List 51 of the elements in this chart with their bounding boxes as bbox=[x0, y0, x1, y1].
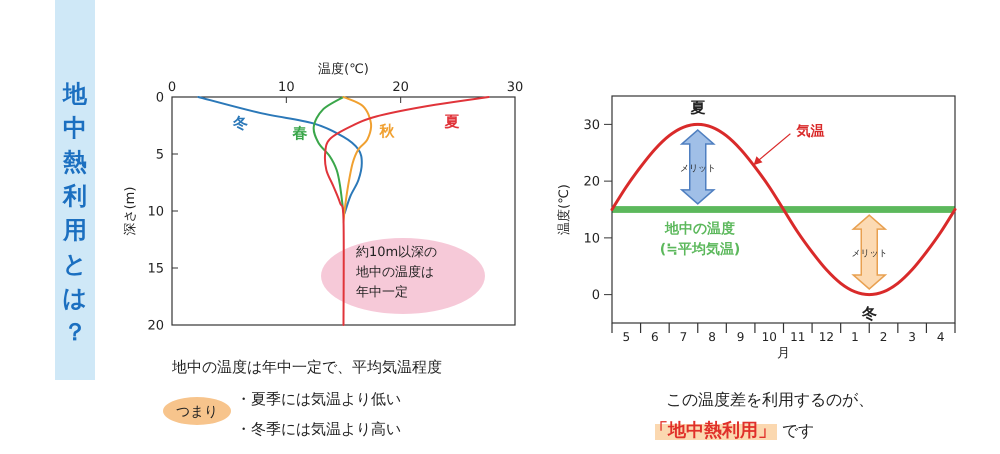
band-label: 地中の温度 bbox=[664, 220, 735, 237]
x-tick-label: 8 bbox=[708, 330, 716, 344]
x-tick-label: 2 bbox=[880, 330, 888, 344]
text: 地中熱利用とは？ bbox=[62, 80, 88, 346]
x-tick-label: 6 bbox=[651, 330, 659, 344]
y-tick-label: 10 bbox=[583, 231, 600, 246]
annotation: 冬 bbox=[860, 304, 877, 323]
y-axis-title: 温度(℃) bbox=[556, 184, 572, 235]
series-label: 冬 bbox=[232, 114, 248, 132]
x-tick-label: 1 bbox=[851, 330, 859, 344]
text: つまり bbox=[176, 404, 218, 420]
y-tick-label: 20 bbox=[583, 174, 600, 190]
annotation: メリット bbox=[851, 249, 888, 260]
y-tick-label: 5 bbox=[156, 148, 164, 162]
text: です bbox=[782, 421, 814, 440]
text: ・夏季には気温より低い bbox=[236, 390, 401, 408]
annotation: 地中の温度は bbox=[355, 264, 434, 280]
annotation: メリット bbox=[680, 164, 716, 174]
x-tick-label: 9 bbox=[736, 330, 744, 344]
y-tick-label: 30 bbox=[583, 118, 600, 133]
series-label: 夏 bbox=[444, 112, 460, 131]
x-tick-label: 30 bbox=[506, 80, 524, 95]
annotation: (≒平均気温) bbox=[660, 242, 740, 258]
text: 地中の温度は年中一定で、平均気温程度 bbox=[171, 358, 442, 376]
x-tick-label: 20 bbox=[392, 80, 409, 95]
text: この温度差を利用するのが、 bbox=[666, 390, 874, 409]
x-tick-label: 4 bbox=[936, 330, 945, 344]
x-axis-title: 温度(℃) bbox=[318, 61, 369, 77]
y-axis-title: 深さ(m) bbox=[123, 186, 138, 236]
x-tick-label: 11 bbox=[790, 330, 806, 344]
y-tick-label: 15 bbox=[147, 262, 164, 276]
x-tick-label: 7 bbox=[680, 330, 688, 344]
annotation: 約10m以深の bbox=[356, 245, 438, 260]
x-tick-label: 12 bbox=[818, 330, 834, 344]
text: 気温 bbox=[795, 124, 824, 140]
y-tick-label: 0 bbox=[156, 90, 164, 106]
text: ・冬季には気温より高い bbox=[236, 420, 401, 438]
y-tick-label: 0 bbox=[592, 288, 600, 304]
x-tick-label: 3 bbox=[908, 330, 916, 344]
x-tick-label: 5 bbox=[622, 330, 630, 344]
y-tick-label: 20 bbox=[147, 318, 164, 334]
y-tick-label: 10 bbox=[147, 204, 164, 220]
annotation: 夏 bbox=[689, 98, 706, 116]
series-label: 秋 bbox=[378, 122, 396, 140]
x-tick-label: 10 bbox=[278, 80, 295, 95]
text: 「地中熱利用」 bbox=[650, 420, 776, 441]
x-axis-title: 月 bbox=[777, 346, 790, 361]
series-label: 春 bbox=[292, 124, 308, 142]
annotation: 年中一定 bbox=[356, 285, 408, 300]
x-tick-label: 10 bbox=[762, 330, 777, 344]
x-tick-label: 0 bbox=[168, 80, 176, 95]
